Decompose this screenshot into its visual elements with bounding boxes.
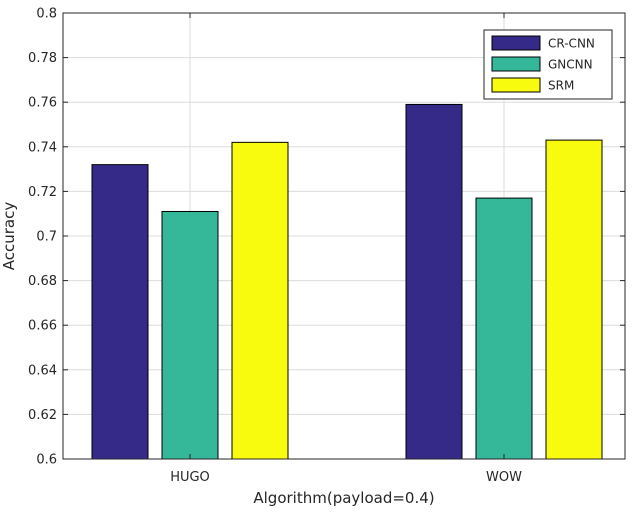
bars	[91, 103, 603, 460]
y-tick-label: 0.68	[28, 274, 57, 289]
y-tick-label: 0.6	[36, 453, 57, 468]
y-axis-label: Accuracy	[0, 202, 18, 271]
legend-swatch	[491, 77, 541, 93]
x-tick-label: HUGO	[170, 470, 210, 485]
axis-ticks	[63, 12, 625, 460]
y-tick-label: 0.76	[28, 96, 57, 111]
x-tick-labels: HUGO WOW	[170, 470, 522, 485]
y-tick-label: 0.8	[36, 7, 57, 22]
y-tick-label: 0.62	[28, 408, 57, 423]
legend-swatch	[491, 35, 541, 51]
legend: CR-CNN GNCNN SRM	[483, 29, 613, 100]
y-tick-label: 0.72	[28, 185, 57, 200]
y-tick-label: 0.64	[28, 363, 57, 378]
bar-gncnn-wow	[475, 197, 533, 460]
x-tick-label: WOW	[486, 470, 522, 485]
x-axis-label: Algorithm(payload=0.4)	[253, 489, 434, 507]
legend-swatch	[491, 56, 541, 72]
y-tick-label: 0.7	[36, 230, 57, 245]
legend-label: GNCNN	[548, 58, 593, 72]
bar-cr-cnn-wow	[405, 103, 463, 460]
y-tick-labels: 0.6 0.62 0.64 0.66 0.68 0.7 0.72 0.74 0.76 0.78 0.…	[28, 7, 57, 468]
y-tick-label: 0.74	[28, 140, 57, 155]
bar-srm-wow	[545, 139, 603, 460]
y-tick-label: 0.78	[28, 51, 57, 66]
bar-gncnn-hugo	[161, 210, 219, 460]
legend-label: CR-CNN	[548, 37, 595, 51]
bar-cr-cnn-hugo	[91, 164, 149, 460]
bar-srm-hugo	[231, 141, 289, 460]
legend-label: SRM	[548, 79, 574, 93]
y-tick-label: 0.66	[28, 319, 57, 334]
